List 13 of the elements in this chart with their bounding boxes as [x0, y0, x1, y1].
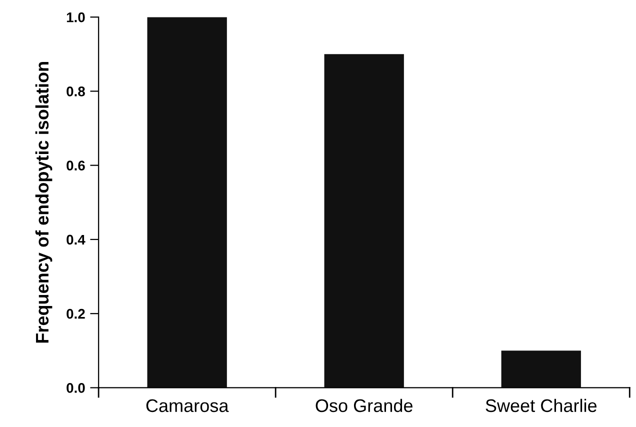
x-tick-label: Oso Grande [316, 398, 412, 412]
y-tick-label: 1.0 [66, 12, 85, 22]
y-tick-label: 0.2 [66, 308, 85, 319]
y-axis-title: Frequency of endopytic isolation [35, 62, 52, 343]
y-tick-label: 0.8 [66, 86, 85, 96]
bar [147, 17, 227, 388]
y-tick-label: 0.6 [66, 160, 85, 171]
bar [324, 54, 404, 388]
y-tick-label: 0.4 [66, 234, 86, 245]
x-tick-label: Sweet Charlie [486, 398, 597, 412]
y-tick-label: 0.0 [66, 383, 85, 393]
x-tick-label: Camarosa [146, 399, 229, 412]
bar [501, 350, 581, 388]
